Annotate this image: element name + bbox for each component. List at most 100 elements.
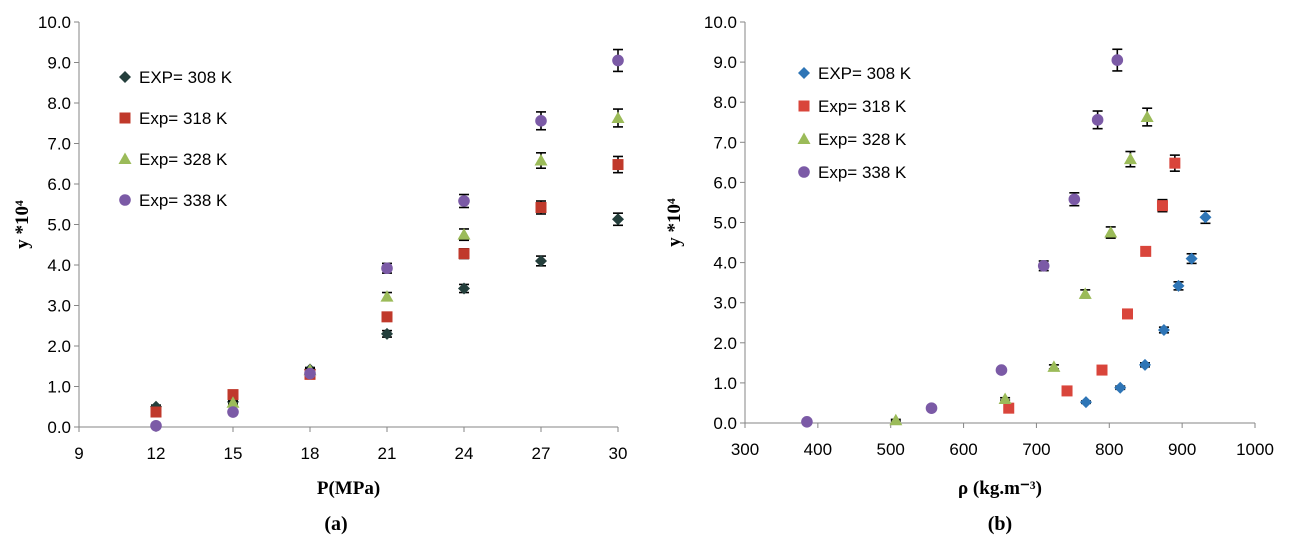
legend-marker — [119, 71, 131, 83]
y-tick-label: 9.0 — [47, 54, 71, 73]
y-tick-label: 6.0 — [713, 173, 737, 192]
data-point — [535, 115, 547, 127]
data-point — [381, 311, 393, 323]
data-point — [304, 367, 316, 380]
data-point — [458, 248, 470, 260]
y-tick-label: 7.0 — [713, 133, 737, 152]
data-point — [1068, 193, 1081, 206]
data-point — [1079, 396, 1092, 409]
x-tick-label: 30 — [609, 444, 628, 463]
x-tick-label: 700 — [1022, 440, 1050, 459]
data-point — [1138, 358, 1151, 371]
y-tick-label: 5.0 — [47, 216, 71, 235]
y-tick-label: 1.0 — [47, 378, 71, 397]
data-point — [612, 213, 624, 226]
y-tick-label: 7.0 — [47, 135, 71, 154]
x-tick-label: 18 — [301, 444, 320, 463]
legend-marker — [798, 166, 810, 178]
y-tick-label: 9.0 — [713, 53, 737, 72]
x-tick-label: 12 — [147, 444, 166, 463]
data-point — [1172, 279, 1185, 292]
data-point — [1185, 252, 1198, 265]
x-tick-label: 27 — [532, 444, 551, 463]
x-tick-label: 800 — [1095, 440, 1123, 459]
data-point — [1037, 260, 1050, 272]
x-tick-label: 15 — [224, 444, 243, 463]
data-point — [1111, 54, 1124, 66]
data-point — [535, 201, 547, 213]
data-point — [1169, 157, 1181, 169]
legend-marker — [119, 194, 131, 206]
y-tick-label: 1.0 — [713, 374, 737, 393]
data-point — [1122, 308, 1133, 320]
y-tick-label: 10.0 — [704, 13, 737, 32]
data-point — [1078, 287, 1092, 299]
data-point — [612, 54, 624, 67]
data-point — [1096, 364, 1108, 376]
legend-label: EXP= 308 K — [139, 68, 233, 87]
data-point — [1199, 211, 1212, 224]
data-point — [889, 413, 903, 426]
data-point — [611, 111, 625, 123]
y-tick-label: 2.0 — [713, 334, 737, 353]
data-point — [1140, 110, 1154, 123]
legend-marker — [119, 112, 131, 124]
y-tick-label: 10.0 — [38, 13, 71, 32]
y-tick-label: 3.0 — [47, 297, 71, 316]
legend-marker — [797, 132, 811, 144]
x-tick-label: 600 — [949, 440, 977, 459]
data-point — [381, 327, 393, 340]
x-tick-label: 900 — [1168, 440, 1196, 459]
legend-label: Exp= 318 K — [818, 97, 907, 116]
legend: EXP= 308 K Exp= 318 K Exp= 328 K Exp= 338 K — [118, 68, 233, 210]
x-axis-title: P(MPa) — [317, 478, 380, 499]
data-point — [226, 396, 240, 408]
data-point — [1003, 402, 1015, 414]
data-point — [1156, 200, 1168, 212]
data-point — [227, 389, 239, 401]
data-point — [1104, 226, 1118, 238]
series-exp-338-k — [150, 48, 624, 432]
legend-label: EXP= 308 K — [818, 64, 912, 83]
x-tick-label: 300 — [731, 440, 759, 459]
data-point — [457, 228, 471, 240]
data-point — [612, 159, 624, 171]
chart-panel-a: 0.0 1.0 2.0 3.0 4.0 5.0 6.0 7.0 8.0 9.0 10.0 9 12 15 1… — [12, 13, 627, 535]
series-exp-308-k — [1079, 210, 1212, 409]
y-tick-label: 4.0 — [713, 254, 737, 273]
x-tick-label: 400 — [804, 440, 832, 459]
data-point — [1140, 245, 1152, 257]
panel-label: (b) — [988, 513, 1012, 535]
data-point — [458, 282, 470, 295]
data-point — [227, 406, 239, 418]
series-exp-338-k — [801, 48, 1124, 428]
data-point — [925, 402, 938, 414]
legend-label: Exp= 338 K — [818, 163, 907, 182]
y-tick-label: 0.0 — [47, 418, 71, 437]
y-axis-title: y *10⁴ — [12, 200, 33, 249]
data-point — [534, 154, 548, 166]
data-point — [458, 195, 470, 207]
y-tick-label: 4.0 — [47, 256, 71, 275]
y-tick-label: 2.0 — [47, 337, 71, 356]
legend-marker — [798, 100, 810, 112]
legend: EXP= 308 K Exp= 318 K Exp= 328 K Exp= 338 K — [797, 64, 912, 182]
chart-panel-b: 0.0 1.0 2.0 3.0 4.0 5.0 6.0 7.0 8.0 9.0 10.0 300 400… — [664, 13, 1274, 535]
y-tick-label: 6.0 — [47, 175, 71, 194]
legend-label: Exp= 318 K — [139, 109, 228, 128]
x-tick-label: 9 — [74, 444, 83, 463]
legend-label: Exp= 328 K — [139, 150, 228, 169]
y-tick-label: 8.0 — [47, 94, 71, 113]
data-point — [380, 290, 394, 302]
data-point — [1047, 360, 1061, 372]
series-exp-318-k — [1003, 154, 1181, 414]
series-exp-328-k — [889, 107, 1154, 426]
data-point — [998, 392, 1012, 404]
x-tick-label: 1000 — [1236, 440, 1274, 459]
data-point — [535, 254, 547, 267]
data-point — [381, 262, 393, 275]
legend-label: Exp= 328 K — [818, 130, 907, 149]
x-tick-label: 500 — [877, 440, 905, 459]
data-point — [150, 419, 162, 432]
